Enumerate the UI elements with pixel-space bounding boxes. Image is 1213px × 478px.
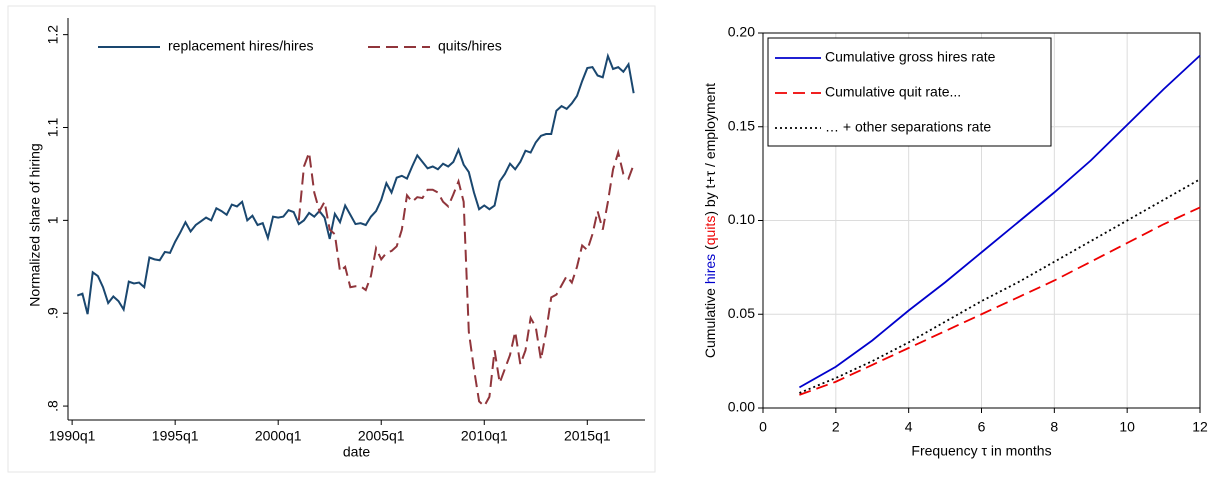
y-axis-title-part: ( <box>702 245 718 254</box>
legend-label: replacement hires/hires <box>168 38 314 54</box>
y-axis-title: Normalized share of hiring <box>27 143 43 306</box>
plot-frame <box>762 32 1201 409</box>
y-axis-title: Cumulative hires (quits) by t+τ / employ… <box>702 83 718 358</box>
x-tick-label: 1995q1 <box>152 428 199 444</box>
x-tick-label: 8 <box>1050 419 1058 435</box>
y-axis-title-part: ) by t+τ / employment <box>702 83 718 216</box>
y-tick-label: 0.15 <box>728 117 755 133</box>
y-tick-label: 0.00 <box>728 399 755 415</box>
legend-label: quits/hires <box>438 38 502 54</box>
legend-label: Cumulative gross hires rate <box>825 49 996 65</box>
series-line <box>297 148 635 408</box>
x-tick-label: 2 <box>832 419 840 435</box>
y-tick-label: 1.1 <box>45 118 61 138</box>
series-line <box>799 206 1201 396</box>
y-tick-label: 0.05 <box>728 305 755 321</box>
y-axis-title-part: Cumulative <box>702 284 718 358</box>
y-tick-label: .9 <box>45 307 61 319</box>
legend-label: … + other separations rate <box>825 119 991 135</box>
y-axis-title-part: hires <box>702 254 718 284</box>
series-line <box>76 52 635 315</box>
y-tick-label: 1.2 <box>45 25 61 45</box>
x-tick-label: 4 <box>905 419 913 435</box>
x-tick-label: 0 <box>759 419 767 435</box>
legend-label: Cumulative quit rate... <box>825 84 961 100</box>
x-tick-label: 1990q1 <box>49 428 96 444</box>
x-tick-label: 2005q1 <box>358 428 405 444</box>
y-tick-label: .8 <box>45 400 61 412</box>
y-tick-label: 0.10 <box>728 211 755 227</box>
x-tick-label: 6 <box>978 419 986 435</box>
x-tick-label: 2000q1 <box>255 428 302 444</box>
x-tick-label: 10 <box>1119 419 1135 435</box>
x-axis-title: Frequency τ in months <box>911 443 1051 459</box>
y-axis-title-part: quits <box>702 216 718 246</box>
x-tick-label: 2010q1 <box>461 428 508 444</box>
y-tick-label: 1 <box>45 216 61 224</box>
x-tick-label: 2015q1 <box>564 428 611 444</box>
x-axis-title: date <box>343 444 370 460</box>
x-tick-label: 12 <box>1192 419 1208 435</box>
series-line <box>798 54 1201 389</box>
y-tick-label: 0.20 <box>728 24 755 40</box>
left-panel-frame <box>7 5 656 473</box>
